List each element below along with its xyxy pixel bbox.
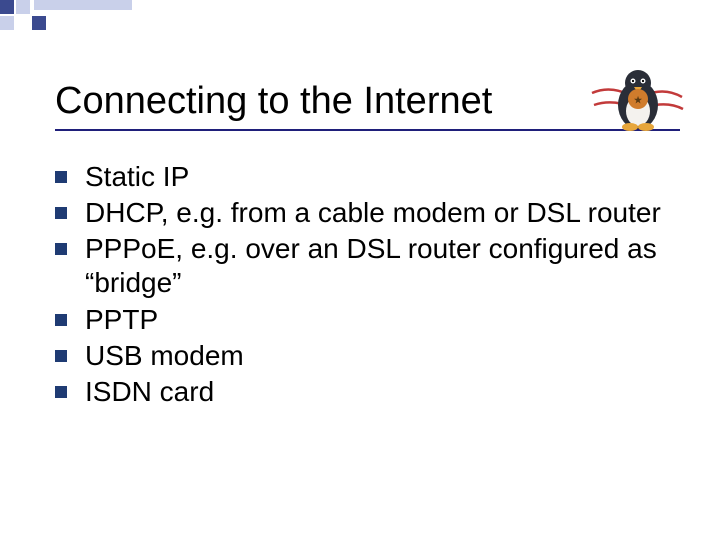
content-area: Static IP DHCP, e.g. from a cable modem o… [55, 160, 670, 411]
deco-block [16, 0, 30, 14]
square-bullet-icon [55, 314, 67, 326]
page-title: Connecting to the Internet [55, 80, 680, 123]
deco-block [16, 16, 30, 30]
deco-block [34, 0, 132, 10]
bullet-list: Static IP DHCP, e.g. from a cable modem o… [55, 160, 670, 409]
bullet-text: USB modem [85, 340, 244, 371]
bullet-item: DHCP, e.g. from a cable modem or DSL rou… [55, 196, 670, 230]
bullet-item: USB modem [55, 339, 670, 373]
bullet-item: ISDN card [55, 375, 670, 409]
square-bullet-icon [55, 386, 67, 398]
slide: Connecting to the Internet ★ Static IP DH… [0, 0, 720, 540]
bullet-item: PPPoE, e.g. over an DSL router configure… [55, 232, 670, 300]
svg-text:★: ★ [634, 95, 643, 105]
square-bullet-icon [55, 171, 67, 183]
bullet-text: ISDN card [85, 376, 214, 407]
title-area: Connecting to the Internet [55, 80, 680, 131]
deco-block [0, 16, 14, 30]
bullet-text: PPPoE, e.g. over an DSL router configure… [85, 233, 657, 298]
bullet-text: PPTP [85, 304, 158, 335]
bullet-text: Static IP [85, 161, 189, 192]
deco-block [32, 16, 46, 30]
corner-decoration [0, 0, 140, 34]
square-bullet-icon [55, 207, 67, 219]
penguin-logo-icon: ★ [590, 65, 685, 135]
title-underline [55, 129, 680, 131]
bullet-item: Static IP [55, 160, 670, 194]
bullet-item: PPTP [55, 303, 670, 337]
bullet-text: DHCP, e.g. from a cable modem or DSL rou… [85, 197, 661, 228]
square-bullet-icon [55, 243, 67, 255]
square-bullet-icon [55, 350, 67, 362]
deco-block [0, 0, 14, 14]
